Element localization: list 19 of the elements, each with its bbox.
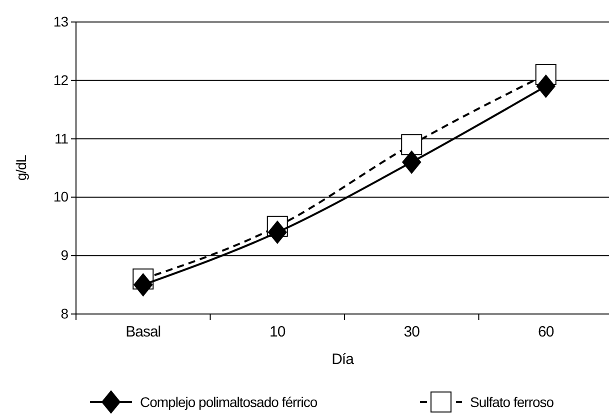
x-tick-label: Basal — [126, 324, 161, 341]
point — [134, 273, 153, 296]
point — [401, 134, 422, 156]
y-axis-title: g/dL — [13, 154, 29, 181]
x-tick-label: 60 — [538, 324, 554, 341]
y-tick-label: 8 — [60, 305, 69, 322]
legend-label: Sulfato ferroso — [470, 394, 554, 410]
point — [402, 150, 422, 174]
y-tick-label: 9 — [60, 247, 69, 264]
point — [536, 74, 556, 98]
y-tick-label: 12 — [53, 72, 69, 88]
y-tick-label: 10 — [53, 188, 69, 205]
x-axis-title: Día — [332, 351, 355, 368]
x-tick-label: 30 — [404, 324, 420, 341]
y-tick-label: 13 — [53, 13, 69, 30]
x-tick-label: 10 — [270, 324, 286, 341]
point — [268, 220, 287, 244]
legend-label: Complejo polimaltosado férrico — [140, 394, 318, 410]
y-tick-label: 11 — [54, 130, 69, 146]
